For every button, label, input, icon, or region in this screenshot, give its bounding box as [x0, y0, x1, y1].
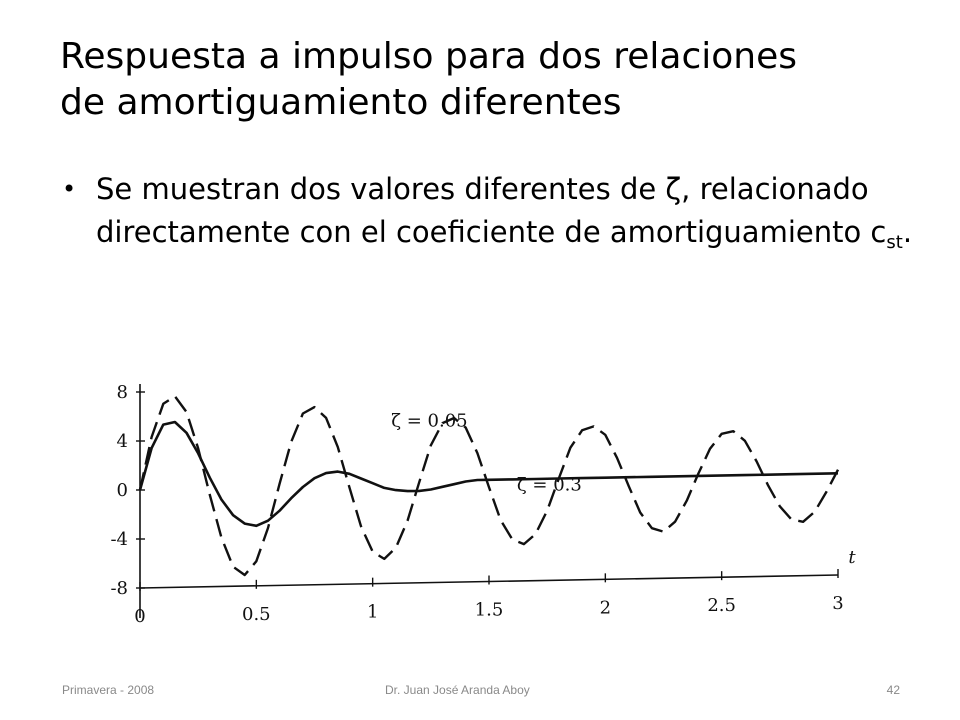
curve-annotation: ζ = 0.3 [517, 474, 582, 495]
y-tick-label: -4 [110, 529, 128, 550]
bullet-suffix: . [902, 215, 913, 249]
slide-title-line-2: de amortiguamiento diferentes [60, 82, 622, 123]
x-axis-label: t [848, 547, 856, 568]
x-tick-label: 0.5 [242, 604, 271, 625]
y-tick-label: -8 [110, 578, 128, 599]
series-line-dashed [138, 395, 840, 577]
x-tick-label: 1.5 [475, 600, 504, 621]
x-tick-label: 1 [367, 602, 378, 623]
bullet-subscript: st [886, 232, 903, 253]
impulse-response-chart: 8 4 0 -4 -8 0 0.5 1 1.5 2 2.5 3 t ζ = 0.05 ζ = 0.3 [100, 368, 880, 640]
slide-title: Respuesta a impulso para dos relaciones … [60, 34, 920, 126]
x-tick-label: 0 [134, 606, 145, 627]
x-tick-label: 2.5 [707, 595, 736, 616]
bullet-icon: • [62, 175, 77, 203]
footer-page-number: 42 [886, 683, 900, 697]
x-tick-label: 2 [600, 597, 611, 618]
y-tick-label: 0 [117, 480, 128, 501]
chart-svg: 8 4 0 -4 -8 0 0.5 1 1.5 2 2.5 3 t ζ = 0.05 ζ = 0.3 [110, 382, 856, 627]
footer-author: Dr. Juan José Aranda Aboy [385, 683, 530, 697]
bullet-text: Se muestran dos valores diferentes de ζ,… [96, 172, 887, 249]
y-tick-label: 8 [117, 382, 128, 403]
series-line-solid [138, 420, 839, 528]
y-tick-label: 4 [117, 431, 128, 452]
bullet-list: • Se muestran dos valores diferentes de … [60, 168, 920, 264]
bullet-item: • Se muestran dos valores diferentes de … [60, 168, 920, 264]
x-tick-label: 3 [832, 593, 843, 614]
curve-annotation: ζ = 0.05 [391, 411, 467, 432]
footer-date: Primavera - 2008 [62, 683, 155, 697]
slide-title-line-1: Respuesta a impulso para dos relaciones [60, 36, 798, 77]
